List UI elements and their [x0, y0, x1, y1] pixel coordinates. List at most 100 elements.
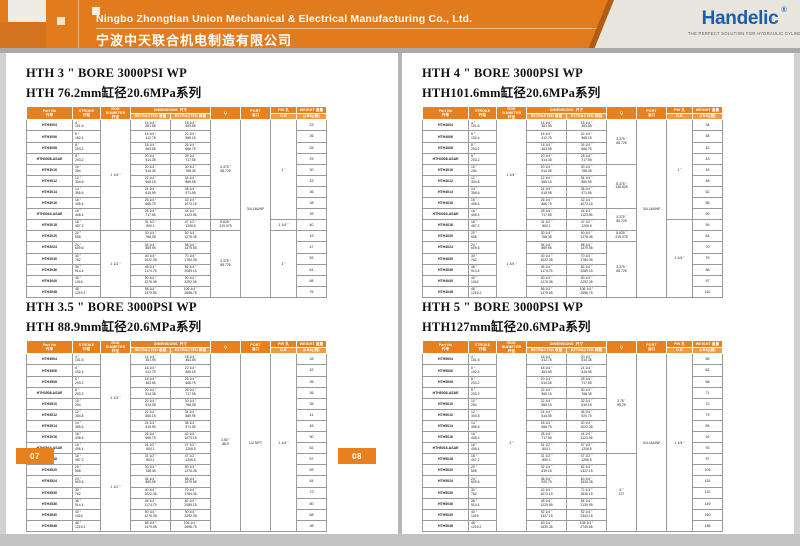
- cell-stroke: 40 " 1016: [468, 274, 497, 287]
- cell-stroke: 36 " 914.4: [468, 497, 497, 510]
- col-part-no: Part No 代号: [26, 339, 73, 355]
- col-extracted: EXTRACTED 伸展: [566, 112, 607, 121]
- col-stroke: STROKE 行程: [72, 339, 101, 355]
- col-weight: WEIGHT 重量: [296, 106, 327, 114]
- cell-stroke: 24 " 609.6: [72, 241, 101, 254]
- cell-weight: 26: [296, 130, 327, 143]
- cell-part-no: HTH4004: [422, 119, 469, 132]
- cell-weight: 41: [296, 408, 327, 421]
- cell-q: 3.375 " 85.725: [606, 119, 637, 165]
- spec-table-hth5: Part No 代号 STROKE 行程 ROD DIAMETER 杆径 DIMENSIONS…: [422, 339, 723, 532]
- cell-stroke: 8 " 203.2: [468, 152, 497, 165]
- cell-stroke: 48 " 1219.2: [72, 519, 101, 532]
- cell-stroke: 20 " 508: [72, 230, 101, 243]
- cell-extracted: 30 1/4 " 768.35: [566, 163, 607, 176]
- cell-extracted: 26 1/4 " 666.75: [566, 141, 607, 154]
- cell-retracted: 24 1/4 " 615.95: [526, 408, 567, 421]
- cell-part-no: HTH3514: [26, 419, 73, 433]
- cell-stroke: 24 " 609.6: [468, 241, 497, 254]
- spec-title-en-hth4: HTH 4 " BORE 3000PSI WP: [422, 66, 583, 80]
- table-row: HTH5020 20 " 508 32 1/4 " 819.15 52 1/4 " 1327…: [422, 464, 723, 477]
- cell-extracted: 30 1/4 " 768.35: [170, 397, 211, 410]
- cell-retracted: 18 1/4 " 463.55: [526, 364, 567, 377]
- cell-stroke: 10 " 254: [72, 163, 101, 176]
- cell-q: 3.375 " 85.725: [210, 119, 241, 221]
- cell-weight: 68: [692, 375, 723, 388]
- cell-extracted: 22 1/4 " 565.15: [170, 364, 211, 377]
- cell-stroke: 40 " 1016: [72, 274, 101, 287]
- table-header-row: Part No 代号 STROKE 行程 ROD DIAMETER 杆径 DIMENSIONS…: [26, 339, 327, 355]
- cell-stroke: 16 " 406.4: [72, 431, 101, 444]
- cell-extracted: 52 1/4 " 1327.15: [566, 464, 607, 477]
- header-rule: [96, 28, 596, 29]
- cell-extracted: 30 1/4 " 768.35: [566, 386, 607, 399]
- page-number-left: 07: [16, 448, 54, 464]
- col-dimensions: DIMENSIONS 尺寸: [526, 340, 607, 348]
- cell-retracted: 34 1/4 " 869.95: [526, 241, 567, 254]
- cell-part-no: HTH5014: [422, 419, 469, 433]
- cell-part-no: HTH5036: [422, 497, 469, 510]
- cell-retracted: 31 1/2 " 800.1: [526, 219, 567, 232]
- cell-extracted: 82 1/4 " 2089.15: [170, 497, 211, 510]
- cell-q: 5.375 " 136.525: [606, 163, 637, 210]
- cell-part-no: HTH3024: [26, 241, 73, 254]
- col-retracted: RETRACTED 收缩: [130, 112, 171, 121]
- table-row: HTH3020 20 " 508 1 1/2 " 30 1/4 " 768.35 50 1/…: [26, 230, 327, 298]
- cell-extracted: 44 1/4 " 1123.95: [170, 208, 211, 221]
- col-pin-db: D.B: [666, 112, 693, 121]
- cell-retracted: 24 1/4 " 615.95: [526, 185, 567, 199]
- cell-extracted: 84 1/4 " 2139.95: [566, 497, 607, 510]
- cell-extracted: 32 1/4 " 819.15: [566, 397, 607, 410]
- cell-stroke: 12 " 304.8: [468, 174, 497, 187]
- cell-rod-diameter: 2 ": [496, 353, 527, 532]
- cell-retracted: 28 1/4 " 717.55: [130, 208, 171, 221]
- cell-extracted: 40 1/4 " 1022.35: [566, 419, 607, 433]
- cell-extracted: 90 1/4 " 2292.35: [566, 274, 607, 287]
- cell-retracted: 40 1/4 " 1022.35: [130, 252, 171, 265]
- table-row: HTH3512 12 " 304.8 22 1/4 " 565.15 34 1/4 " 86…: [26, 408, 327, 421]
- cell-extracted: 18 1/4 " 463.55: [566, 119, 607, 132]
- cell-retracted: 26 1/4 " 666.75: [526, 197, 567, 210]
- cell-extracted: 30 1/4 " 768.35: [170, 163, 211, 176]
- cell-part-no: HTH4036: [422, 263, 469, 276]
- cell-extracted: 108 1/4 " 2749.55: [566, 519, 607, 532]
- cell-q: 8.625 " 219.075: [606, 230, 637, 243]
- cell-retracted: 58 1/4 " 1479.55: [130, 285, 171, 298]
- spec-title-cn-hth5: HTH127mm缸径20.6MPa系列: [422, 320, 591, 334]
- cell-stroke: 8 " 203.2: [468, 141, 497, 154]
- cell-part-no: HTH3008: [26, 141, 73, 154]
- cell-pin-db: 1 1/4 ": [666, 219, 693, 298]
- cell-stroke: 16 " 406.4: [468, 197, 497, 210]
- table-row: HTH3018 18 " 457.2 31 1/2 " 800.1 47 1/2 " 120…: [26, 219, 327, 232]
- company-name-chinese: 宁波中天联合机电制造有限公司: [96, 33, 293, 48]
- cell-extracted: 70 1/4 " 1784.35: [566, 252, 607, 265]
- header-square-small: [57, 17, 65, 25]
- cell-part-no: HTH5048: [422, 519, 469, 532]
- col-q: Q: [210, 339, 241, 355]
- cell-part-no: HTH3524: [26, 475, 73, 488]
- col-stroke: STROKE 行程: [468, 339, 497, 355]
- cell-extracted: 34 1/4 " 869.95: [170, 174, 211, 187]
- cell-weight: 79: [692, 408, 723, 421]
- cell-stroke: 36 " 914.4: [72, 263, 101, 276]
- cell-weight: 57: [296, 453, 327, 466]
- header-notch: [8, 0, 46, 22]
- cell-stroke: 18 " 457.2: [468, 453, 497, 466]
- cell-weight: 28: [296, 141, 327, 154]
- table-row: HTH3004 4 " 101.6 1 1/4 " 14 1/4 " 361.95 18 1…: [26, 119, 327, 298]
- table-row: HTH3504 4 " 101.6 1 1/4 " 14 1/4 " 361.95 18 1…: [26, 353, 327, 532]
- cell-weight: 23: [296, 119, 327, 132]
- cell-extracted: 28 1/4 " 717.55: [566, 375, 607, 388]
- col-rod-diameter: ROD DIAMETER 杆径: [496, 105, 527, 121]
- cell-retracted: 46 1/4 " 1174.75: [130, 497, 171, 510]
- cell-extracted: 90 1/4 " 2292.35: [170, 508, 211, 521]
- cell-stroke: 20 " 508: [468, 230, 497, 243]
- cell-extracted: 34 1/4 " 869.95: [170, 408, 211, 421]
- cell-extracted: 47 1/2 " 1206.5: [566, 442, 607, 455]
- col-port: PORT 油口: [636, 339, 667, 355]
- cell-part-no: HTH3512: [26, 408, 73, 421]
- cell-extracted: 34 1/4 " 869.95: [566, 174, 607, 187]
- cell-part-no: HTH5008: [422, 375, 469, 388]
- cell-weight: 80: [296, 497, 327, 510]
- cell-weight: 160: [692, 508, 723, 521]
